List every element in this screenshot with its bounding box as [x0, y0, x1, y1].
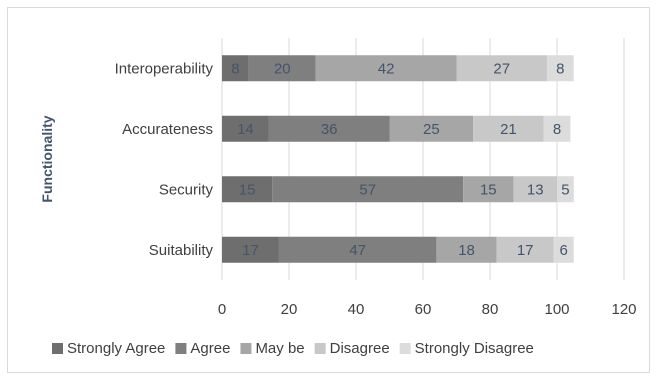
- x-tick-label: 60: [415, 301, 432, 318]
- bar-segment: [222, 55, 249, 82]
- data-label: 27: [493, 60, 510, 77]
- bar-segment: [315, 55, 457, 82]
- bar-segment: [513, 176, 557, 203]
- legend-item: May be: [240, 340, 305, 357]
- x-tick-labels: 0 20 40 60 80 100 120: [218, 301, 637, 318]
- legend-swatch: [399, 343, 411, 354]
- bar-segment: [456, 55, 547, 82]
- data-label: 18: [458, 242, 475, 259]
- legend-label: Disagree: [330, 340, 390, 357]
- category-label: Interoperability: [115, 60, 214, 77]
- bar-segment: [389, 115, 474, 142]
- data-label: 20: [274, 60, 291, 77]
- legend-swatch: [314, 343, 326, 354]
- data-label: 25: [423, 121, 440, 138]
- category-label: Suitability: [149, 242, 214, 259]
- data-label: 21: [500, 121, 517, 138]
- legend-swatch: [240, 343, 252, 354]
- data-label: 42: [378, 60, 395, 77]
- bar-segment: [222, 236, 279, 263]
- data-label: 57: [359, 181, 376, 198]
- legend-item: Strongly Disagree: [399, 340, 534, 357]
- legend-label: Strongly Disagree: [415, 340, 534, 357]
- legend-swatch: [175, 343, 187, 354]
- bar-segment: [436, 236, 497, 263]
- legend-item: Strongly Agree: [52, 340, 165, 357]
- data-label: 17: [242, 242, 259, 259]
- bar-segment: [496, 236, 554, 263]
- bars: 17 47 18 17 6 15 57 15 13 5 14 36 25 21 8 8 20 42 27 8: [222, 55, 574, 263]
- bar-segment: [268, 115, 390, 142]
- x-tick-label: 20: [281, 301, 298, 318]
- bar-segment: [553, 236, 574, 263]
- x-tick-label: 0: [218, 301, 226, 318]
- bar-segment: [278, 236, 437, 263]
- bar-segment: [222, 115, 269, 142]
- bar-segment: [272, 176, 464, 203]
- x-tick-label: 120: [611, 301, 636, 318]
- data-label: 15: [239, 181, 256, 198]
- category-label: Accurateness: [122, 121, 213, 138]
- data-label: 8: [556, 60, 564, 77]
- legend: Strongly Agree Agree May be Disagree Strongl…: [52, 340, 534, 357]
- bar-segment: [222, 176, 273, 203]
- x-tick-label: 40: [348, 301, 365, 318]
- category-label: Security: [159, 181, 214, 198]
- data-label: 14: [237, 121, 254, 138]
- bar-segment: [543, 115, 571, 142]
- legend-item: Agree: [175, 340, 230, 357]
- bar-segment: [248, 55, 316, 82]
- y-axis-title: Functionality: [39, 115, 55, 202]
- data-label: 8: [553, 121, 561, 138]
- data-label: 5: [561, 181, 569, 198]
- legend-item: Disagree: [314, 340, 390, 357]
- x-tick-label: 100: [544, 301, 569, 318]
- data-label: 13: [527, 181, 544, 198]
- bar-segment: [473, 115, 544, 142]
- bar-segment: [546, 55, 574, 82]
- data-label: 15: [480, 181, 497, 198]
- legend-swatch: [52, 343, 63, 354]
- legend-label: Strongly Agree: [67, 340, 165, 357]
- legend-label: Agree: [190, 340, 230, 357]
- data-label: 36: [321, 121, 338, 138]
- legend-label: May be: [255, 340, 304, 357]
- data-label: 17: [517, 242, 534, 259]
- x-tick-label: 80: [482, 301, 499, 318]
- category-labels: Suitability Security Accurateness Interoper…: [115, 60, 214, 259]
- data-label: 47: [349, 242, 366, 259]
- data-label: 8: [231, 60, 239, 77]
- data-label: 6: [560, 242, 568, 259]
- bar-segment: [557, 176, 574, 203]
- bar-segment: [463, 176, 514, 203]
